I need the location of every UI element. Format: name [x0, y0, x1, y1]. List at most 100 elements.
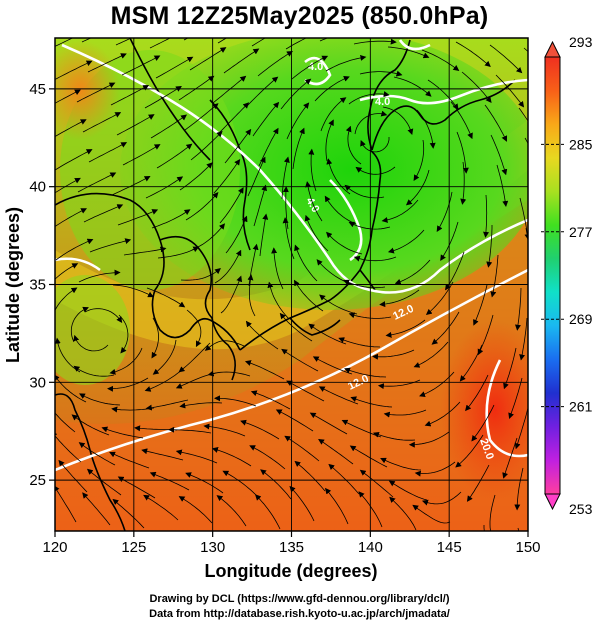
streamline [143, 494, 179, 521]
streamline [145, 176, 184, 199]
streamline [324, 487, 349, 525]
streamline [531, 168, 546, 207]
streamline [308, 148, 317, 192]
streamline [115, 38, 133, 46]
streamline [305, 181, 323, 222]
streamline [387, 46, 430, 59]
streamline [344, 184, 385, 199]
map-plot: 4.0 4.0 4.0 12.0 12.0 20.0 [55, 38, 546, 539]
streamline [382, 106, 414, 136]
streamline [183, 38, 189, 41]
streamline [180, 267, 221, 281]
streamlines [55, 38, 546, 539]
streamline [255, 494, 281, 530]
streamline [353, 255, 397, 262]
streamline [385, 319, 426, 338]
streamline [326, 231, 363, 255]
streamline [487, 494, 496, 531]
streamline [58, 459, 88, 493]
streamline [465, 374, 489, 412]
contour-label: 4.0 [308, 61, 323, 73]
streamline [359, 70, 403, 77]
streamline [73, 365, 115, 377]
streamline [260, 469, 292, 500]
streamline [431, 311, 460, 345]
streamline [412, 504, 451, 524]
streamline [149, 471, 190, 491]
streamline [55, 89, 81, 104]
cool-region-sw [55, 275, 130, 385]
streamline [123, 246, 167, 256]
streamline [156, 143, 193, 169]
streamline [360, 137, 390, 153]
streamline [489, 44, 523, 74]
streamline [379, 289, 420, 308]
streamline [427, 79, 459, 110]
streamline [246, 76, 279, 107]
streamline [318, 438, 354, 465]
streamline [471, 404, 495, 442]
streamline [405, 169, 430, 206]
streamline [111, 176, 151, 196]
x-tick-label: 120 [42, 539, 67, 556]
streamline [529, 498, 536, 539]
colorbar: 293 285 277 269 261 253 [541, 34, 593, 517]
streamline [281, 348, 319, 372]
streamline [179, 162, 213, 191]
streamline [55, 485, 77, 523]
streamline [359, 469, 394, 498]
streamline [146, 287, 186, 308]
streamline [213, 158, 241, 194]
streamline [413, 341, 449, 368]
streamline [309, 412, 348, 435]
streamline [496, 164, 509, 207]
streamline [70, 306, 89, 343]
streamline [461, 71, 492, 103]
streamline [107, 377, 149, 392]
streamline [372, 349, 415, 360]
streamline [353, 38, 397, 45]
streamline [279, 312, 313, 342]
streamline [55, 60, 93, 80]
streamline [185, 472, 224, 494]
streamline [324, 195, 357, 225]
streamline [55, 38, 74, 47]
colorbar-tick-label: 277 [569, 224, 593, 240]
streamline [55, 177, 81, 194]
streamline [216, 495, 247, 527]
streamline [117, 209, 159, 226]
streamline [304, 214, 329, 252]
streamline [292, 127, 305, 170]
streamline [112, 498, 145, 529]
streamline [240, 419, 280, 440]
streamline [421, 49, 460, 72]
streamline [249, 445, 286, 470]
y-axis: 25 30 35 40 45 [29, 81, 55, 489]
streamline [116, 114, 155, 136]
streamline [55, 287, 78, 312]
streamline [78, 442, 116, 466]
contour-label: 4.0 [375, 96, 390, 108]
streamline [190, 130, 223, 161]
streamline [217, 38, 228, 44]
streamline [380, 457, 422, 471]
streamline [514, 467, 524, 511]
streamline [186, 309, 202, 348]
streamline [151, 317, 159, 359]
streamline [483, 194, 489, 238]
streamline [460, 161, 467, 205]
streamline [55, 238, 94, 261]
x-tick-label: 135 [279, 539, 304, 556]
streamline [355, 166, 396, 175]
streamline [408, 431, 450, 448]
hot-region [440, 320, 528, 500]
streamline [247, 274, 256, 317]
streamline [291, 55, 329, 80]
streamline [219, 187, 244, 224]
streamline [477, 314, 494, 356]
streamline [204, 340, 245, 351]
streamline [421, 491, 462, 506]
streamline [191, 223, 226, 251]
streamline [88, 142, 128, 163]
streamline [320, 97, 347, 132]
